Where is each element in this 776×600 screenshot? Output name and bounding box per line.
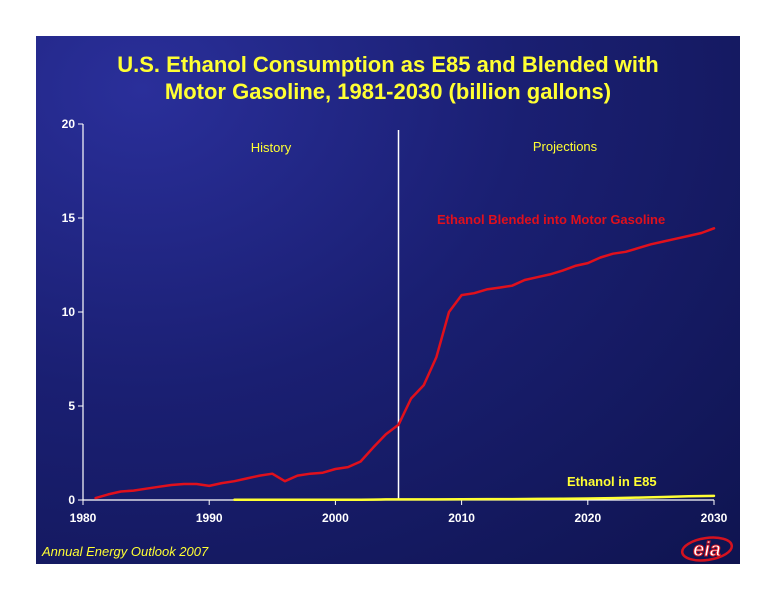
series-label-e85: Ethanol in E85 [567, 474, 657, 489]
x-tick-label: 2020 [574, 511, 601, 525]
source-footnote: Annual Energy Outlook 2007 [42, 544, 209, 559]
labels-layer: History Projections Ethanol Blended into… [251, 139, 665, 489]
projections-label: Projections [533, 139, 598, 154]
y-tick-label: 15 [62, 211, 76, 225]
x-tick-label: 2010 [448, 511, 475, 525]
x-tick-label: 2000 [322, 511, 349, 525]
chart-slide: U.S. Ethanol Consumption as E85 and Blen… [36, 36, 740, 564]
x-tick-label: 2030 [701, 511, 728, 525]
x-tick-label: 1990 [196, 511, 223, 525]
y-tick-label: 10 [62, 305, 76, 319]
chart-axes: 0 5 10 15 20 1980 1990 2000 2010 2020 2030 [62, 117, 728, 525]
y-tick-label: 0 [68, 493, 75, 507]
chart-title-line-2: Motor Gasoline, 1981-2030 (billion gallo… [164, 79, 612, 104]
history-label: History [251, 140, 292, 155]
x-tick-label: 1980 [70, 511, 97, 525]
y-tick-label: 5 [68, 399, 75, 413]
chart-title-line-1: U.S. Ethanol Consumption as E85 and Blen… [117, 52, 659, 77]
series-label-blended: Ethanol Blended into Motor Gasoline [437, 212, 665, 227]
y-tick-label: 20 [62, 117, 76, 131]
series-line-e85 [233, 494, 716, 502]
series-line-blended [94, 227, 716, 500]
eia-logo-text: eia [693, 539, 721, 561]
series-layer [94, 227, 716, 502]
eia-logo-icon: eia [680, 536, 734, 562]
line-chart: 0 5 10 15 20 1980 1990 2000 2010 2020 2030 History… [62, 117, 728, 525]
